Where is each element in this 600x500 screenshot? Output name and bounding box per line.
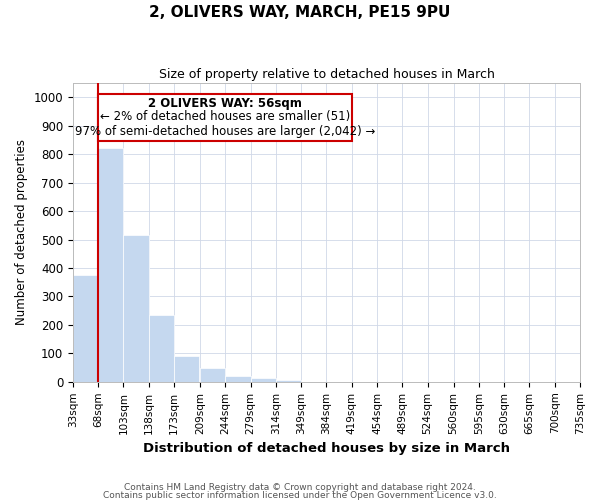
Text: Contains HM Land Registry data © Crown copyright and database right 2024.: Contains HM Land Registry data © Crown c…	[124, 484, 476, 492]
Text: 2 OLIVERS WAY: 56sqm: 2 OLIVERS WAY: 56sqm	[148, 98, 302, 110]
Bar	[149, 315, 174, 382]
Bar	[226, 376, 251, 382]
Title: Size of property relative to detached houses in March: Size of property relative to detached ho…	[158, 68, 494, 80]
Text: 2, OLIVERS WAY, MARCH, PE15 9PU: 2, OLIVERS WAY, MARCH, PE15 9PU	[149, 5, 451, 20]
Bar	[98, 148, 124, 382]
Bar	[251, 378, 276, 382]
Bar	[276, 380, 301, 382]
Text: 97% of semi-detached houses are larger (2,042) →: 97% of semi-detached houses are larger (…	[75, 124, 376, 138]
Bar	[73, 275, 98, 382]
X-axis label: Distribution of detached houses by size in March: Distribution of detached houses by size …	[143, 442, 510, 455]
Bar	[174, 356, 199, 382]
Text: ← 2% of detached houses are smaller (51): ← 2% of detached houses are smaller (51)	[100, 110, 350, 124]
Bar	[200, 368, 226, 382]
FancyBboxPatch shape	[98, 94, 352, 142]
Text: Contains public sector information licensed under the Open Government Licence v3: Contains public sector information licen…	[103, 490, 497, 500]
Y-axis label: Number of detached properties: Number of detached properties	[15, 140, 28, 326]
Bar	[124, 236, 149, 382]
